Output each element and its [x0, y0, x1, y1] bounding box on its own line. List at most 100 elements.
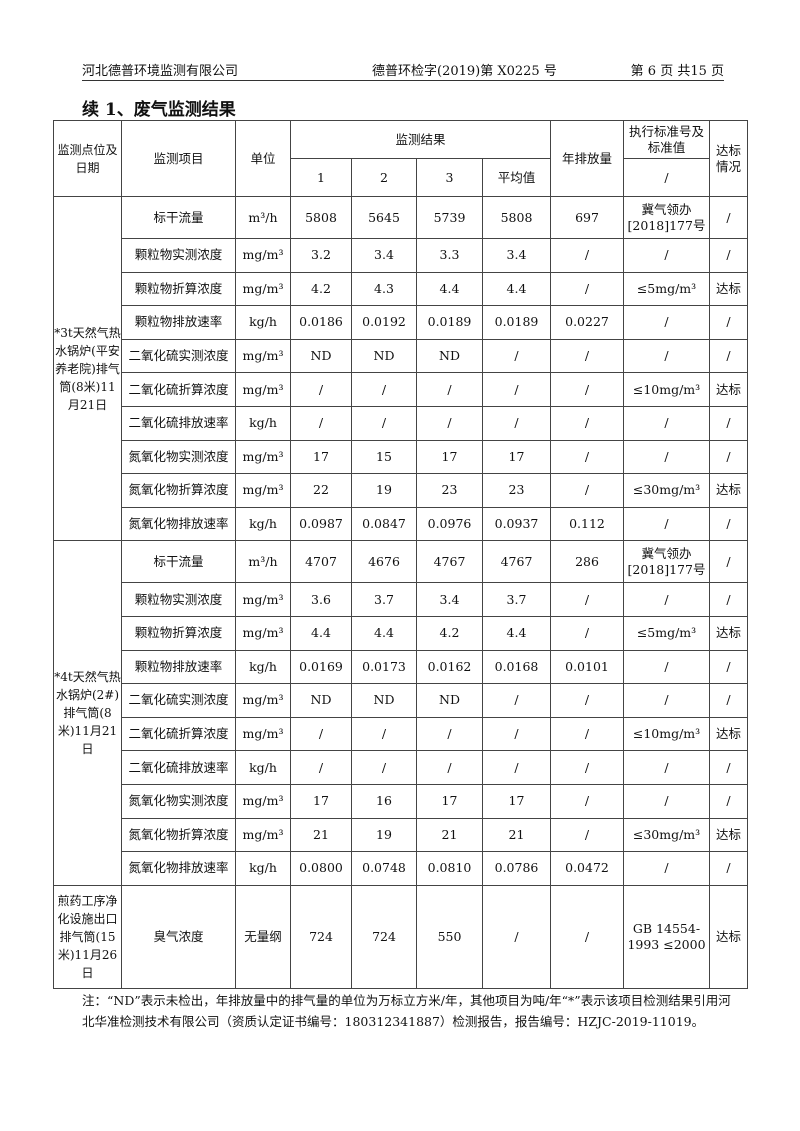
result-2-cell: 0.0173 — [351, 649, 417, 685]
item-cell: 氮氧化物折算浓度 — [121, 817, 236, 853]
average-cell: / — [482, 683, 551, 718]
standard-cell: ≤10mg/m³ — [623, 372, 710, 407]
unit-cell: m³/h — [235, 196, 291, 239]
standard-cell: / — [623, 238, 710, 273]
unit-cell: kg/h — [235, 506, 291, 542]
result-1-cell: / — [290, 716, 352, 752]
annual-emission-cell: / — [550, 238, 624, 273]
standard-cell: ≤5mg/m³ — [623, 271, 710, 307]
average-cell: 4767 — [482, 540, 551, 584]
standard-cell: ≤10mg/m³ — [623, 716, 710, 752]
table-row: 颗粒物实测浓度 mg/m³ 3.2 3.4 3.3 3.4// / — [54, 238, 748, 273]
result-3-cell: 0.0162 — [416, 649, 483, 685]
report-number: 德普环检字(2019)第 X0225 号 — [372, 64, 557, 79]
annual-emission-cell: 286 — [550, 540, 624, 584]
average-cell: / — [482, 750, 551, 785]
item-cell: 颗粒物排放速率 — [121, 305, 236, 340]
result-1-cell: 22 — [290, 473, 352, 508]
unit-cell: 无量纲 — [235, 884, 291, 989]
item-cell: 二氧化硫折算浓度 — [121, 716, 236, 752]
table-row: 二氧化硫实测浓度 mg/m³ ND ND ND / / / / — [54, 683, 748, 718]
result-1-cell: 17 — [290, 439, 352, 475]
average-cell: / — [482, 372, 551, 407]
result-3-cell: 17 — [416, 783, 483, 819]
compliance-cell: / — [709, 851, 748, 886]
table-row: *4t天然气热水锅炉(2#)排气筒(8米)11月21日 标干流量 m³/h 4707 4… — [53, 540, 748, 886]
compliance-cell: / — [709, 582, 748, 617]
average-cell: 0.0168 — [482, 649, 551, 685]
compliance-cell: / — [709, 683, 748, 718]
result-3-cell: / — [416, 750, 483, 785]
compliance-cell: / — [709, 540, 748, 584]
standard-cell: / — [623, 439, 710, 475]
standard-cell: / — [623, 649, 710, 685]
item-cell: 二氧化硫排放速率 — [121, 405, 236, 441]
item-cell: 氮氧化物实测浓度 — [121, 783, 236, 819]
result-3-cell: 23 — [416, 473, 483, 508]
compliance-cell: / — [709, 405, 748, 441]
annual-emission-cell: 0.112 — [550, 506, 624, 542]
item-cell: 标干流量 — [121, 196, 236, 239]
average-cell: 3.4 — [482, 238, 551, 273]
average-cell: 5808 — [482, 196, 551, 239]
average-cell: 21 — [482, 817, 551, 853]
result-1-cell: 4.4 — [290, 615, 352, 651]
result-2-cell: 19 — [351, 473, 417, 508]
result-1-cell: 21 — [290, 817, 352, 853]
col-item: 监测项目 — [121, 120, 236, 197]
unit-cell: kg/h — [235, 405, 291, 441]
result-3-cell: 21 — [416, 817, 483, 853]
standard-cell: GB 14554-1993 ≤2000 — [623, 884, 710, 989]
company-name: 河北德普环境监测有限公司 — [82, 64, 239, 79]
standard-cell: / — [623, 683, 710, 718]
unit-cell: mg/m³ — [235, 716, 291, 752]
item-cell: 二氧化硫实测浓度 — [121, 338, 236, 374]
average-cell: / — [482, 338, 551, 374]
result-1-cell: 17 — [290, 783, 352, 819]
result-3-cell: 4.4 — [416, 271, 483, 307]
result-2-cell: / — [351, 405, 417, 441]
annual-emission-cell: / — [550, 582, 624, 617]
table-row: 二氧化硫排放速率 kg/h / / / / / / / — [54, 405, 748, 441]
page-header: 河北德普环境监测有限公司 德普环检字(2019)第 X0225 号 第 6 页 … — [82, 60, 724, 81]
col-unit: 单位 — [235, 120, 291, 197]
item-cell: 颗粒物排放速率 — [121, 649, 236, 685]
unit-cell: mg/m³ — [235, 473, 291, 508]
annual-emission-cell: / — [550, 405, 624, 441]
result-2-cell: 3.7 — [351, 582, 417, 617]
result-2-cell: / — [351, 750, 417, 785]
compliance-cell: / — [709, 338, 748, 374]
col-r3: 3 — [416, 158, 483, 197]
compliance-cell: 达标 — [709, 372, 748, 407]
compliance-cell: 达标 — [709, 615, 748, 651]
annual-emission-cell: / — [550, 783, 624, 819]
annual-emission-cell: / — [550, 271, 624, 307]
annual-emission-cell: / — [550, 817, 624, 853]
standard-cell: / — [623, 750, 710, 785]
table-row: 氮氧化物折算浓度 mg/m³ 22 19 23 23/≤30mg/m³ 达标 — [54, 473, 748, 508]
result-3-cell: 3.4 — [416, 582, 483, 617]
result-2-cell: 15 — [351, 439, 417, 475]
result-2-cell: 4.3 — [351, 271, 417, 307]
result-2-cell: 19 — [351, 817, 417, 853]
result-1-cell: 0.0987 — [290, 506, 352, 542]
result-2-cell: / — [351, 716, 417, 752]
annual-emission-cell: 0.0472 — [550, 851, 624, 886]
unit-cell: m³/h — [235, 540, 291, 584]
annual-emission-cell: / — [550, 683, 624, 718]
result-3-cell: 17 — [416, 439, 483, 475]
col-avg: 平均值 — [482, 158, 551, 197]
result-1-cell: ND — [290, 683, 352, 718]
col-standard-sub: / — [623, 158, 710, 197]
compliance-cell: 达标 — [709, 884, 748, 989]
page-number: 第 6 页 共15 页 — [630, 64, 724, 79]
unit-cell: mg/m³ — [235, 615, 291, 651]
table-row: 氮氧化物实测浓度 mg/m³ 17 15 17 17// / — [54, 439, 748, 475]
unit-cell: mg/m³ — [235, 439, 291, 475]
table-row: 颗粒物排放速率 kg/h 0.0169 0.0173 0.0162 0.0168 0.010… — [54, 649, 748, 685]
table-row: 二氧化硫折算浓度 mg/m³ / / / / / ≤10mg/m³ 达标 — [54, 372, 748, 407]
unit-cell: mg/m³ — [235, 271, 291, 307]
item-cell: 氮氧化物排放速率 — [121, 506, 236, 542]
result-2-cell: 0.0192 — [351, 305, 417, 340]
